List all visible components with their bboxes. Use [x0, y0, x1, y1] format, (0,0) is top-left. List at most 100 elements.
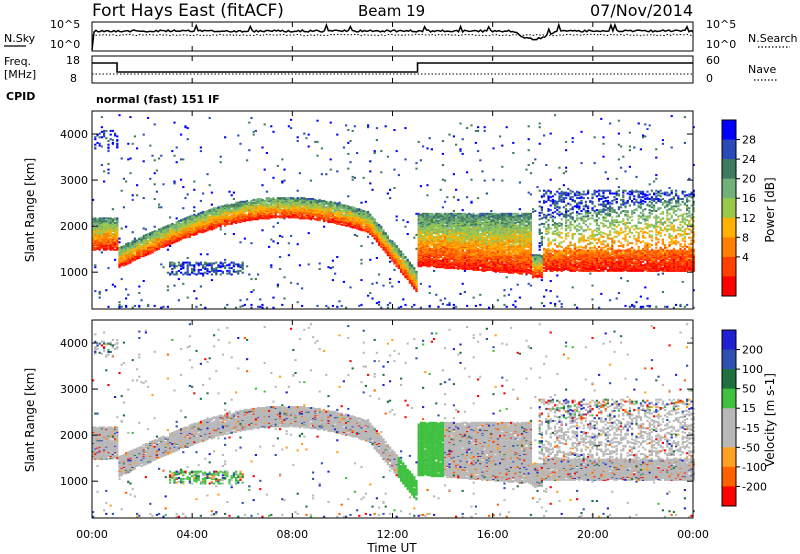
- heatmap-cell: [107, 143, 110, 146]
- frequency-trace: [92, 62, 693, 73]
- heatmap-cell: [276, 222, 279, 224]
- heatmap-cell: [263, 168, 266, 171]
- heatmap-cell: [437, 212, 440, 215]
- heatmap-cell: [448, 302, 451, 305]
- heatmap-cell: [215, 209, 218, 212]
- heatmap-cell: [424, 212, 427, 215]
- heatmap-cell: [287, 201, 290, 204]
- heatmap-cell: [455, 188, 458, 191]
- heatmap-cell: [107, 243, 110, 246]
- heatmap-cell: [98, 296, 101, 299]
- heatmap-cell: [250, 278, 253, 281]
- heatmap-cell: [259, 202, 262, 205]
- heatmap-cell: [428, 304, 431, 307]
- heatmap-cell: [219, 214, 222, 217]
- heatmap-cell: [448, 303, 451, 306]
- heatmap-cell: [272, 176, 275, 179]
- heatmap-cell: [281, 235, 284, 238]
- heatmap-cell: [147, 239, 150, 242]
- heatmap-cell: [193, 290, 196, 293]
- heatmap-cell: [301, 209, 304, 212]
- heatmap-cell: [265, 152, 268, 154]
- heatmap-cell: [353, 222, 356, 225]
- heatmap-cell: [422, 234, 425, 237]
- heatmap-cell: [230, 203, 233, 206]
- heatmap-cell: [173, 233, 176, 235]
- heatmap-cell: [430, 231, 433, 234]
- heatmap-cell: [248, 121, 251, 124]
- heatmap-cell: [184, 197, 187, 200]
- heatmap-cell: [446, 241, 449, 244]
- heatmap-cell: [459, 231, 462, 234]
- heatmap-cell: [419, 218, 422, 221]
- heatmap-cell: [105, 229, 108, 232]
- noise-right-tick-top: 10^5: [706, 18, 736, 31]
- heatmap-cell: [468, 212, 471, 215]
- heatmap-cell: [413, 236, 416, 239]
- heatmap-cell: [246, 206, 249, 209]
- heatmap-cell: [380, 232, 383, 235]
- heatmap-cell: [336, 170, 339, 173]
- heatmap-cell: [206, 269, 209, 272]
- heatmap-cell: [463, 235, 466, 238]
- heatmap-cell: [327, 266, 330, 269]
- heatmap-cell: [109, 237, 112, 240]
- heatmap-cell: [219, 261, 222, 264]
- heatmap-cell: [197, 272, 200, 275]
- heatmap-cell: [336, 211, 339, 214]
- heatmap-cell: [307, 201, 310, 204]
- heatmap-cell: [391, 285, 394, 288]
- heatmap-cell: [468, 253, 471, 256]
- heatmap-cell: [270, 264, 273, 267]
- heatmap-cell: [356, 211, 359, 214]
- heatmap-cell: [204, 221, 207, 224]
- heatmap-cell: [100, 217, 103, 220]
- heatmap-cell: [276, 283, 279, 286]
- heatmap-cell: [283, 276, 286, 279]
- heatmap-cell: [210, 191, 213, 194]
- heatmap-cell: [224, 258, 227, 261]
- heatmap-cell: [437, 249, 440, 252]
- heatmap-cell: [158, 243, 161, 246]
- heatmap-cell: [270, 266, 273, 269]
- heatmap-cell: [208, 117, 211, 119]
- heatmap-cell: [142, 234, 145, 237]
- heatmap-cell: [162, 266, 165, 269]
- heatmap-cell: [426, 212, 429, 215]
- heatmap-cell: [448, 233, 451, 236]
- heatmap-cell: [270, 238, 273, 241]
- heatmap-cell: [345, 204, 348, 207]
- heatmap-cell: [144, 235, 147, 238]
- heatmap-cell: [248, 149, 251, 152]
- heatmap-cell: [468, 249, 471, 252]
- heatmap-cell: [219, 205, 222, 208]
- heatmap-cell: [457, 228, 460, 231]
- date-title: 07/Nov/2014: [590, 1, 693, 20]
- heatmap-cell: [415, 270, 418, 273]
- heatmap-cell: [153, 172, 156, 175]
- heatmap-cell: [334, 215, 337, 218]
- heatmap-cell: [248, 215, 251, 218]
- heatmap-cell: [380, 306, 383, 309]
- heatmap-cell: [142, 240, 145, 243]
- heatmap-cell: [402, 219, 405, 222]
- heatmap-cell: [250, 291, 253, 293]
- heatmap-cell: [472, 230, 475, 233]
- heatmap-cell: [296, 189, 299, 192]
- heatmap-cell: [364, 228, 367, 231]
- heatmap-cell: [470, 262, 473, 265]
- heatmap-cell: [158, 245, 161, 247]
- heatmap-cell: [105, 222, 108, 225]
- heatmap-cell: [98, 142, 101, 145]
- heatmap-cell: [470, 245, 473, 247]
- heatmap-cell: [329, 168, 332, 171]
- heatmap-cell: [254, 278, 257, 281]
- noise-left-tick-bottom: 10^0: [50, 38, 80, 51]
- heatmap-cell: [206, 210, 209, 212]
- heatmap-cell: [182, 266, 185, 269]
- heatmap-cell: [147, 252, 150, 255]
- heatmap-cell: [125, 180, 128, 183]
- heatmap-cell: [419, 306, 422, 309]
- heatmap-cell: [248, 273, 251, 276]
